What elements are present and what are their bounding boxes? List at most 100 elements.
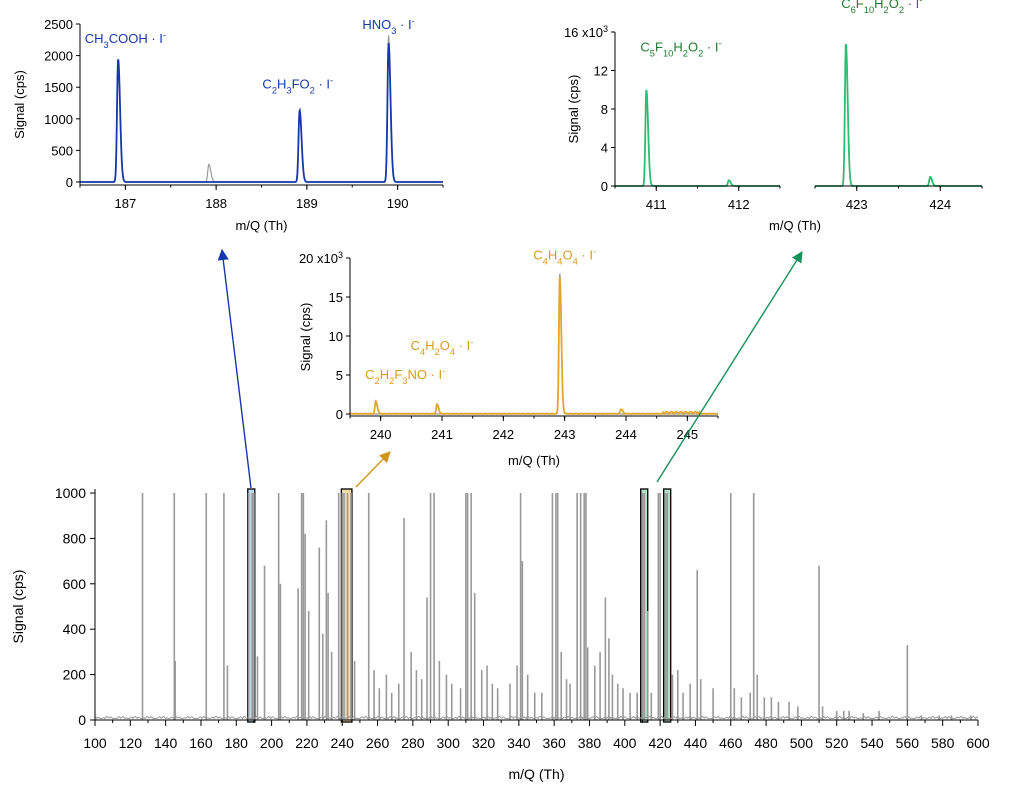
annotation-part: · I <box>703 39 718 54</box>
tick-exponent: 3 <box>603 24 608 34</box>
x-tick-label: 240 <box>370 427 392 442</box>
y-tick-label: 2000 <box>44 49 73 64</box>
annotation-part: H <box>425 338 434 353</box>
x-tick-label: 500 <box>790 735 814 751</box>
annotation-part: 2 <box>698 48 703 58</box>
annotation-part: 5 <box>650 48 655 58</box>
green-arrow <box>656 251 803 483</box>
annotation-part: · I <box>315 76 330 91</box>
x-tick-label: 360 <box>542 735 566 751</box>
annotation-part: COOH · I <box>109 31 163 46</box>
tick-exponent: 3 <box>338 250 343 260</box>
series-line <box>815 43 982 187</box>
annotation-part: C <box>411 338 420 353</box>
annotation-part: - <box>442 366 445 376</box>
x-tick-label: 260 <box>366 735 390 751</box>
annotation-part: O <box>440 338 450 353</box>
x-tick-label: 190 <box>387 196 409 211</box>
annotation-part: - <box>718 38 721 48</box>
x-tick-label: 423 <box>846 197 868 212</box>
x-tick-label: 400 <box>613 735 637 751</box>
annotation-part: 2 <box>683 48 688 58</box>
y-tick-label: 5 <box>336 368 343 383</box>
x-tick-label: 241 <box>431 427 453 442</box>
annotation-part: 4 <box>420 347 425 357</box>
annotation-part: 4 <box>543 257 548 267</box>
annotation-part: F <box>655 39 663 54</box>
annotation-part: C <box>640 39 649 54</box>
y-tick-label: 0 <box>336 407 343 422</box>
y-tick-label: 10 <box>329 329 343 344</box>
series-line <box>349 277 719 416</box>
annotation-part: 2 <box>375 376 380 386</box>
annotation-part: C <box>365 367 374 382</box>
x-axis-label: m/Q (Th) <box>509 766 565 782</box>
x-tick-label: 243 <box>554 427 576 442</box>
annotation-part: 3 <box>286 85 291 95</box>
inset-chart-186-190: 0 500 1000 1500 2000 2500 187 188 189 190 m/Q (Th)… <box>12 16 444 233</box>
x-tick-label: 189 <box>296 196 318 211</box>
annotation-part: · I <box>396 17 411 32</box>
peak-annotation: C4H4O4 · I- <box>533 247 596 267</box>
x-axis-label: m/Q (Th) <box>769 218 821 233</box>
annotation-part: O <box>688 39 698 54</box>
y-axis-label: Signal (cps) <box>12 70 27 139</box>
x-axis-label: m/Q (Th) <box>508 453 560 468</box>
y-tick-label: 200 <box>63 667 87 683</box>
annotation-part: HNO <box>362 17 391 32</box>
annotation-part: · I <box>455 338 470 353</box>
x-tick-label: 340 <box>507 735 531 751</box>
y-axis-label: Signal (cps) <box>566 75 581 144</box>
y-tick-label: 4 <box>601 141 608 156</box>
tick-value: 20 x10 <box>299 251 338 266</box>
y-tick-label: 600 <box>63 576 87 592</box>
peak-annotation: HNO3 · I- <box>362 16 414 36</box>
x-tick-label: 300 <box>437 735 461 751</box>
y-axis-label: Signal (cps) <box>298 303 313 372</box>
y-tick-label: 20 x103 <box>299 250 343 266</box>
x-tick-label: 600 <box>966 735 990 751</box>
x-tick-label: 580 <box>931 735 955 751</box>
annotation-part: 6 <box>851 5 856 15</box>
y-tick-label: 12 <box>594 64 608 79</box>
annotation-part: 10 <box>864 5 874 15</box>
x-tick-label: 242 <box>492 427 514 442</box>
x-tick-label: 480 <box>754 735 778 751</box>
annotation-part: O <box>889 0 899 11</box>
annotation-part: 4 <box>557 257 562 267</box>
annotation-part: 2 <box>310 85 315 95</box>
x-tick-label: 424 <box>929 197 951 212</box>
x-tick-label: 140 <box>154 735 178 751</box>
annotation-part: - <box>412 16 415 26</box>
x-tick-label: 180 <box>225 735 249 751</box>
x-tick-label: 200 <box>260 735 284 751</box>
annotation-part: 2 <box>272 85 277 95</box>
annotation-part: 2 <box>435 347 440 357</box>
x-tick-label: 460 <box>719 735 743 751</box>
blue-arrow <box>217 248 252 489</box>
annotation-part: H <box>380 367 389 382</box>
annotation-part: C <box>262 76 271 91</box>
x-tick-label: 380 <box>578 735 602 751</box>
y-tick-label: 1000 <box>44 112 73 127</box>
x-tick-label: 188 <box>205 196 227 211</box>
y-tick-label: 1000 <box>55 485 86 501</box>
annotation-part: CH <box>85 31 104 46</box>
x-axis-label: m/Q (Th) <box>236 218 288 233</box>
peak-annotation: C4H2O4 · I- <box>411 337 474 357</box>
x-tick-label: 280 <box>401 735 425 751</box>
annotation-part: 2 <box>899 5 904 15</box>
y-tick-label: 1500 <box>44 80 73 95</box>
annotation-part: - <box>330 75 333 85</box>
annotation-part: H <box>673 39 682 54</box>
annotation-part: · I <box>578 248 593 263</box>
x-tick-label: 160 <box>189 735 213 751</box>
main-spectrum-chart: 0 200 400 600 800 1000 100 120 140 160 180 200 220 24… <box>10 485 990 782</box>
x-tick-label: 187 <box>115 196 137 211</box>
y-tick-label: 0 <box>601 179 608 194</box>
spectrum-baseline <box>94 715 979 720</box>
peak-annotation: C6F10H2O2 · I- <box>841 0 922 15</box>
x-tick-label: 420 <box>648 735 672 751</box>
series-line <box>80 42 443 183</box>
